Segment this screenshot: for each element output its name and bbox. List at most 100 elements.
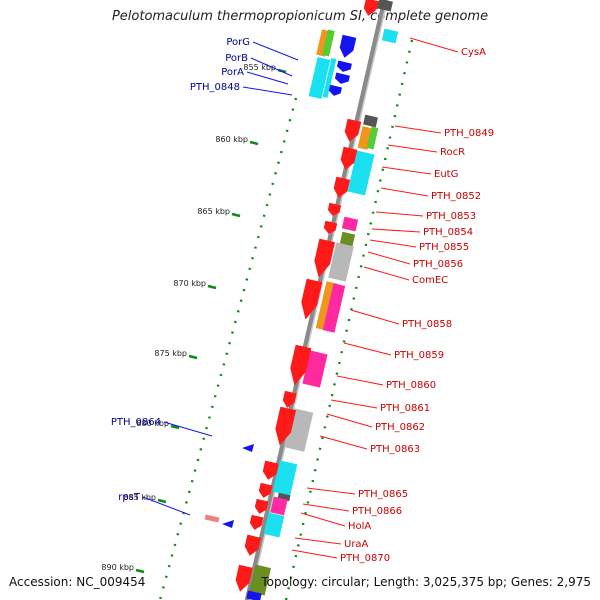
gene-arrow-red <box>333 176 351 198</box>
leader-line <box>306 487 356 495</box>
gene-arrow-blue-small <box>222 520 234 528</box>
accession-text: Accession: NC_009454 <box>9 575 146 589</box>
leader-line <box>319 435 368 450</box>
gene-label-pth-0853[interactable]: PTH_0853 <box>426 211 476 222</box>
gene-label-pth-0863[interactable]: PTH_0863 <box>370 444 420 455</box>
leader-line <box>343 342 392 356</box>
leader-line <box>300 512 346 527</box>
leader-line <box>252 41 299 61</box>
leader-line <box>291 549 338 559</box>
gene-label-pth-0855[interactable]: PTH_0855 <box>419 242 469 253</box>
gene-block-pink <box>204 514 220 523</box>
scale-tick-label-875-kbp: 875 kbp <box>154 349 187 358</box>
gene-block-cyan <box>308 57 331 99</box>
gene-label-comec[interactable]: ComEC <box>412 275 448 286</box>
leader-line <box>380 187 429 197</box>
scale-tick <box>231 212 241 218</box>
genome-backbone-highlight <box>249 0 388 600</box>
gene-label-pth-0854[interactable]: PTH_0854 <box>423 227 473 238</box>
leader-line <box>363 266 410 281</box>
gene-label-pth-0858[interactable]: PTH_0858 <box>402 319 452 330</box>
gene-label-uraa[interactable]: UraA <box>344 539 369 550</box>
leader-line <box>394 125 442 134</box>
gene-arrow-red <box>262 460 279 480</box>
guide-dots-right <box>284 39 414 600</box>
gene-arrow-red <box>254 498 269 514</box>
gene-label-pth-0859[interactable]: PTH_0859 <box>394 350 444 361</box>
leader-line <box>246 71 289 85</box>
scale-tick-label-860-kbp: 860 kbp <box>215 135 248 144</box>
scale-tick <box>157 498 167 504</box>
gene-block-blue <box>246 590 262 600</box>
gene-arrow-red <box>290 344 312 386</box>
gene-label-pth-0866[interactable]: PTH_0866 <box>352 506 402 517</box>
gene-label-pth-0852[interactable]: PTH_0852 <box>431 191 481 202</box>
leader-line <box>381 166 432 175</box>
gene-arrow-blue <box>334 72 350 84</box>
gene-label-pora[interactable]: PorA <box>221 67 244 78</box>
leader-line <box>336 375 384 386</box>
leader-line <box>250 57 293 77</box>
gene-block-green <box>366 126 379 150</box>
gene-label-cysa[interactable]: CysA <box>461 47 486 58</box>
gene-arrow-red <box>340 146 358 170</box>
leader-line <box>387 144 438 153</box>
scale-tick <box>207 284 217 290</box>
scale-tick-labels: 855 kbp 860 kbp 865 kbp 870 kbp 875 kbp 880 k… <box>101 63 276 572</box>
gene-block-cyan <box>263 512 285 538</box>
gene-label-pth-0848[interactable]: PTH_0848 <box>190 82 240 93</box>
gene-block-magenta <box>341 216 359 232</box>
gene-arrow-blue <box>339 34 357 58</box>
leader-line <box>326 413 373 428</box>
gene-block-magenta <box>302 350 328 388</box>
gene-label-porb[interactable]: PorB <box>225 53 248 64</box>
gene-label-pth-0861[interactable]: PTH_0861 <box>380 403 430 414</box>
gene-block-darkgray <box>377 0 393 12</box>
gene-label-pth-0865[interactable]: PTH_0865 <box>358 489 408 500</box>
leader-line <box>302 503 350 512</box>
scale-tick-label-870-kbp: 870 kbp <box>173 279 206 288</box>
gene-label-pth-0849[interactable]: PTH_0849 <box>444 128 494 139</box>
gene-block-cyan <box>322 57 337 99</box>
leader-line <box>163 421 213 437</box>
gene-label-rpst[interactable]: rpsT <box>118 492 141 503</box>
scale-tick <box>135 568 145 574</box>
gene-label-pth-0856[interactable]: PTH_0856 <box>413 259 463 270</box>
gene-label-hola[interactable]: HolA <box>348 521 371 532</box>
gene-label-pth-0862[interactable]: PTH_0862 <box>375 422 425 433</box>
scale-tick <box>249 140 259 146</box>
gene-block-magenta <box>322 283 346 333</box>
leader-line <box>409 37 459 53</box>
gene-block-gray <box>328 242 354 282</box>
gene-features <box>204 0 399 600</box>
gene-label-eutg[interactable]: EutG <box>434 169 458 180</box>
leader-line <box>350 309 400 325</box>
gene-arrow-red <box>235 564 253 592</box>
gene-arrow-red <box>258 482 273 498</box>
gene-label-porg[interactable]: PorG <box>226 37 250 48</box>
genome-summary-text: Topology: circular; Length: 3,025,375 bp… <box>261 575 591 589</box>
gene-arrow-red <box>275 406 297 446</box>
scale-tick-label-865-kbp: 865 kbp <box>197 207 230 216</box>
gene-label-rocr[interactable]: RocR <box>440 147 465 158</box>
leader-line <box>294 537 342 545</box>
scale-tick-label-890-kbp: 890 kbp <box>101 563 134 572</box>
gene-block-darkgray <box>363 114 378 128</box>
gene-arrow-red <box>301 278 323 320</box>
scale-tick <box>188 354 198 360</box>
gene-labels: PorG PorB PorA PTH_0848 PTH_0864 rpsT CysA PTH_… <box>111 37 494 564</box>
gene-arrow-red <box>323 220 338 234</box>
gene-label-pth-0870[interactable]: PTH_0870 <box>340 553 390 564</box>
gene-arrow-blue-small <box>242 444 254 452</box>
gene-arrow-red <box>363 0 378 16</box>
gene-label-pth-0864[interactable]: PTH_0864 <box>111 417 161 428</box>
gene-label-pth-0860[interactable]: PTH_0860 <box>386 380 436 391</box>
gene-arrow-red <box>249 514 264 530</box>
gene-arrow-blue <box>328 84 342 96</box>
scale-tick-label-855-kbp: 855 kbp <box>243 63 276 72</box>
leader-line <box>375 211 424 217</box>
gene-block-cyan <box>272 460 298 496</box>
label-leader-lines <box>142 37 459 559</box>
scale-tick-label-885-kbp: 885 kbp <box>123 493 156 502</box>
